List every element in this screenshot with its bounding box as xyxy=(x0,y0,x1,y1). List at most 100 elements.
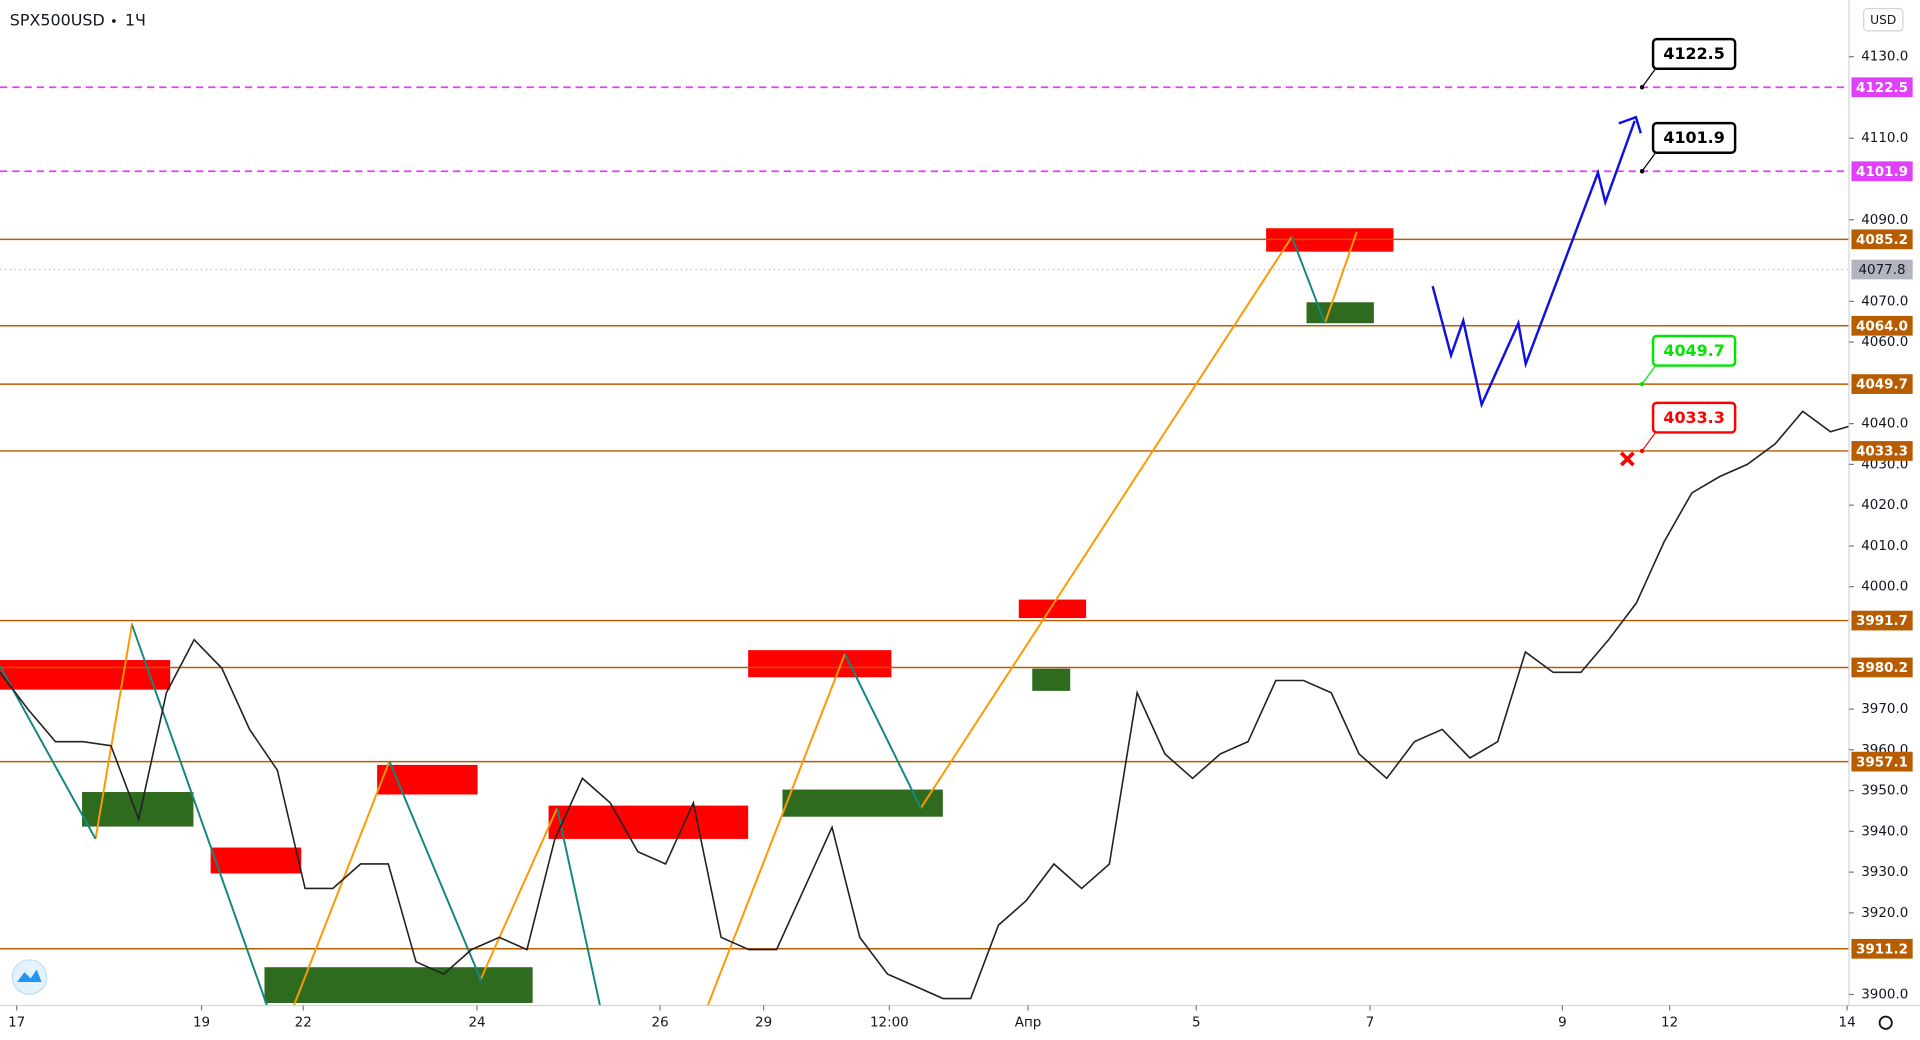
y-tick-label: 4090.0 xyxy=(1861,212,1908,228)
callout-box xyxy=(1651,37,1737,70)
x-tick-label: 24 xyxy=(468,1015,485,1031)
callout-label: 4101.9 xyxy=(1663,128,1724,147)
callout-anchor xyxy=(1639,448,1645,454)
zones xyxy=(0,228,1394,1003)
demand-zone xyxy=(1306,302,1374,324)
price-tag xyxy=(1851,374,1913,394)
y-tick-label: 4020.0 xyxy=(1861,497,1908,513)
supply-zone xyxy=(748,650,892,678)
y-tick-label: 3950.0 xyxy=(1861,783,1908,799)
levels xyxy=(0,86,1849,950)
callouts: 4122.5 4101.9 4049.7 4033.3 xyxy=(1639,37,1737,454)
price-tag xyxy=(1851,657,1913,678)
y-tick-label: 4040.0 xyxy=(1861,416,1908,432)
x-tick-label: 12 xyxy=(1661,1015,1678,1031)
callout-anchor xyxy=(1639,85,1645,90)
callout-label: 4033.3 xyxy=(1663,408,1724,427)
callout-anchor xyxy=(1639,381,1645,387)
price-tag-label: 4101.9 xyxy=(1856,164,1908,180)
y-tick-label: 3970.0 xyxy=(1861,701,1908,717)
wave-up xyxy=(919,236,1293,809)
currency-badge[interactable] xyxy=(1863,8,1904,32)
x-tick-label: 22 xyxy=(295,1015,312,1031)
price-series xyxy=(0,259,1920,1000)
demand-zone xyxy=(782,789,943,817)
callout-label: 4122.5 xyxy=(1663,44,1724,63)
wave-down xyxy=(556,807,601,1006)
price-tag-label: 3980.2 xyxy=(1856,660,1908,676)
y-tick-label: 4110.0 xyxy=(1861,130,1908,146)
wave-up xyxy=(94,622,134,840)
wave-up xyxy=(479,807,559,982)
x-tick-label: 29 xyxy=(755,1015,772,1031)
price-tag-label: 4033.3 xyxy=(1856,444,1908,460)
x-tick-label: 19 xyxy=(193,1015,210,1031)
x-tick-label: 7 xyxy=(1366,1015,1375,1031)
price-tag-label: 3957.1 xyxy=(1856,754,1908,770)
supply-zone xyxy=(0,660,171,690)
x-tick-label: 12:00 xyxy=(870,1015,909,1031)
price-tag xyxy=(1851,77,1913,98)
price-tag xyxy=(1851,161,1913,182)
callout-box xyxy=(1651,121,1737,154)
x-tick-label: 14 xyxy=(1839,1015,1856,1031)
price-tag-label: 3911.2 xyxy=(1856,941,1908,957)
wave-up xyxy=(706,653,846,1006)
price-tag xyxy=(1851,751,1913,772)
wave-up xyxy=(292,760,391,1006)
price-tag xyxy=(1851,441,1913,461)
price-tag-label: 4064.0 xyxy=(1856,318,1908,334)
callout-box xyxy=(1651,334,1737,367)
y-tick-label: 4000.0 xyxy=(1861,579,1908,595)
y-tick-label: 4130.0 xyxy=(1861,49,1908,65)
separator xyxy=(112,19,116,23)
wave-down xyxy=(131,625,268,1006)
price-tag xyxy=(1851,315,1913,336)
price-axis-panel xyxy=(1848,0,1920,1040)
supply-zone xyxy=(210,847,302,874)
currency[interactable]: USD xyxy=(1870,13,1896,27)
x-tick-label: 9 xyxy=(1558,1015,1567,1031)
y-tick-label: 3940.0 xyxy=(1861,823,1908,839)
projection-path xyxy=(1431,120,1636,409)
price-tag-label: 4049.7 xyxy=(1856,377,1908,393)
callout-box xyxy=(1651,401,1737,434)
y-tick-label: 4060.0 xyxy=(1861,334,1908,350)
y-tick-label: 4070.0 xyxy=(1861,293,1908,309)
y-tick-label: 3900.0 xyxy=(1861,986,1908,1002)
demand-zone xyxy=(1032,668,1071,691)
wave-down xyxy=(0,665,97,840)
last-price-label: 4077.8 xyxy=(1858,262,1905,278)
x-tick-label: 26 xyxy=(652,1015,669,1031)
settings-button[interactable] xyxy=(1878,1015,1893,1030)
price-tag-label: 3991.7 xyxy=(1856,613,1908,629)
price-axis: 3900.03920.03930.03940.03950.03960.03970… xyxy=(1848,49,1908,1002)
symbol: SPX500USD xyxy=(10,10,105,29)
price-tag xyxy=(1851,938,1913,959)
price-tag-label: 4085.2 xyxy=(1856,232,1908,248)
callout-label: 4049.7 xyxy=(1663,341,1724,360)
price-tag-label: 4122.5 xyxy=(1856,80,1908,96)
wave-down xyxy=(1290,236,1326,324)
supply-zone xyxy=(1018,599,1087,619)
wave-down xyxy=(388,760,483,982)
y-tick-label: 3930.0 xyxy=(1861,864,1908,880)
drawings xyxy=(0,115,1642,1006)
stop-marker xyxy=(1619,451,1635,467)
wave-up xyxy=(1323,231,1358,324)
x-tick-label: 17 xyxy=(8,1015,25,1031)
logo-mark xyxy=(17,969,42,983)
supply-zone xyxy=(548,805,749,839)
x-tick-label: 5 xyxy=(1192,1015,1201,1031)
price-tag xyxy=(1851,229,1913,250)
callout-anchor xyxy=(1639,169,1645,174)
wave-down xyxy=(844,653,922,809)
time-axis-panel xyxy=(0,1005,1920,1040)
time-axis: 17 19 22 24 26 29 12:00 Апр 5 7 9 12 14 xyxy=(8,1005,1856,1031)
y-tick-label: 4010.0 xyxy=(1861,538,1908,554)
x-tick-label: Апр xyxy=(1015,1015,1042,1031)
price-line xyxy=(0,259,1920,1000)
